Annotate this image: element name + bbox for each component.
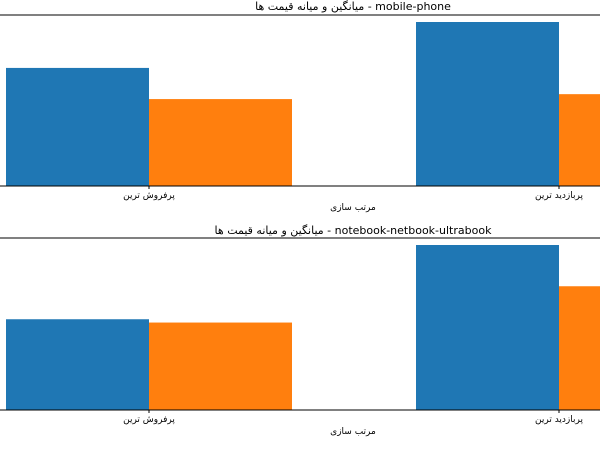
chart-title: میانگین و میانه قیمت ها - notebook-netbo… [215,224,493,237]
bar-blue-0 [6,319,149,410]
chart-panel-notebook: میانگین و میانه قیمت ها - notebook-netbo… [0,224,600,437]
bar-group [6,22,600,186]
chart-panel-mobile-phone: میانگین و میانه قیمت ها - mobile-phone پ… [0,0,600,213]
bar-blue-1 [416,22,559,186]
x-axis-label: مرتب سازی [330,203,376,213]
x-tick-label: پرفروش ترین [123,415,175,425]
x-axis-label: مرتب سازی [330,427,376,437]
x-ticks: پرفروش ترین پربازدید ترین [123,410,583,425]
bar-orange-1 [559,286,600,410]
bar-group [6,245,600,410]
x-ticks: پرفروش ترین پربازدید ترین [123,186,583,201]
chart-title: میانگین و میانه قیمت ها - mobile-phone [255,0,451,13]
bar-blue-0 [6,67,149,186]
bar-orange-1 [559,94,600,186]
bar-orange-0 [149,322,292,410]
x-tick-label: پرفروش ترین [123,191,175,201]
bar-blue-1 [416,245,559,410]
x-tick-label: پربازدید ترین [535,191,583,201]
bar-orange-0 [149,99,292,186]
x-tick-label: پربازدید ترین [535,415,583,425]
